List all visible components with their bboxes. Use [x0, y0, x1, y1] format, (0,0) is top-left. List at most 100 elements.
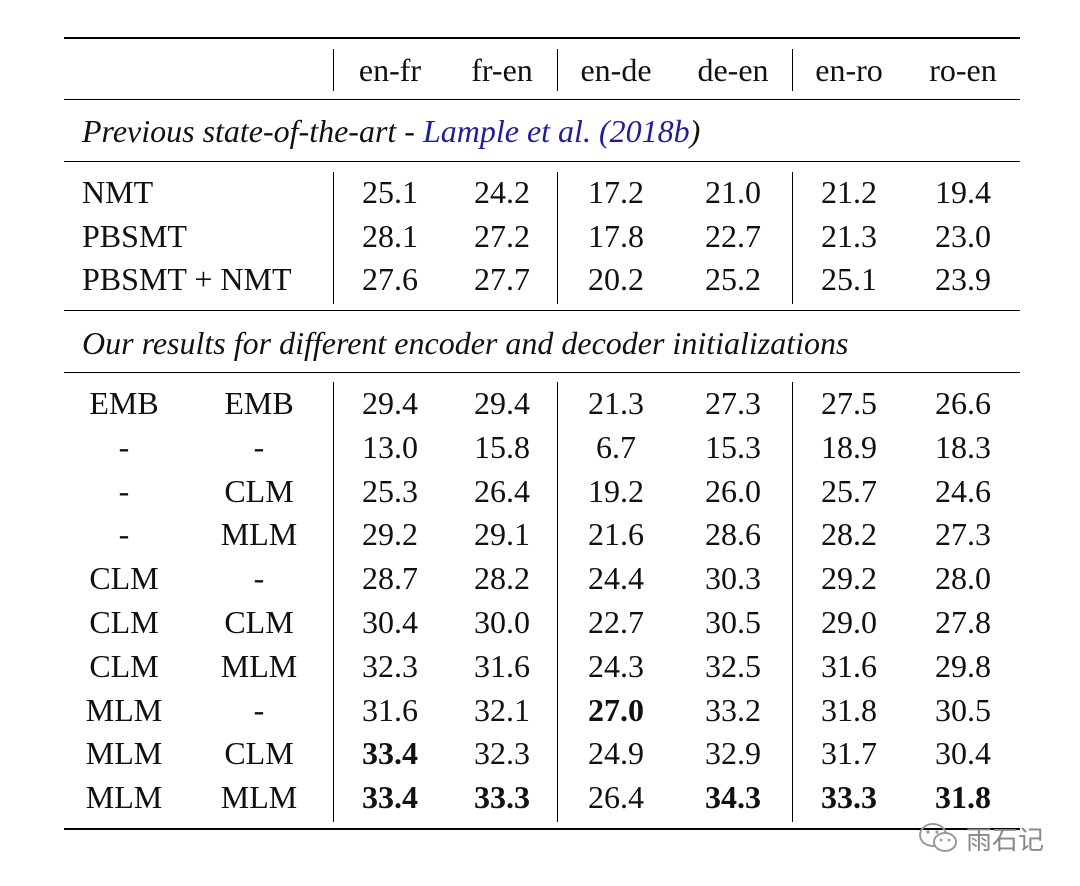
header-vline-1	[333, 49, 335, 91]
value-cell: 29.8	[935, 648, 991, 684]
value-cell: 29.0	[821, 604, 877, 640]
value-cell: 32.1	[474, 692, 530, 728]
decoder-label: CLM	[224, 604, 294, 640]
section1-vline-2	[557, 172, 559, 304]
value-cell: 24.2	[474, 174, 530, 210]
encoder-label: -	[118, 429, 130, 465]
value-cell: 17.2	[588, 174, 644, 210]
value-cell: 21.0	[705, 174, 761, 210]
value-cell: 23.0	[935, 218, 991, 254]
encoder-label: -	[118, 473, 130, 509]
header-vline-2	[557, 49, 559, 91]
value-cell: 30.4	[935, 735, 991, 771]
value-cell: 25.3	[362, 473, 418, 509]
value-cell: 24.4	[588, 560, 644, 596]
value-cell: 15.8	[474, 429, 530, 465]
value-cell: 28.2	[474, 560, 530, 596]
value-cell: 29.4	[362, 385, 418, 421]
value-cell: 28.7	[362, 560, 418, 596]
value-cell: 21.3	[588, 385, 644, 421]
value-cell-best: 33.4	[362, 779, 418, 815]
header-vline-3	[792, 49, 794, 91]
value-cell: 28.6	[705, 516, 761, 552]
column-header: fr-en	[471, 52, 533, 88]
value-cell: 32.9	[705, 735, 761, 771]
value-cell: 22.7	[588, 604, 644, 640]
value-cell: 29.4	[474, 385, 530, 421]
value-cell: 26.4	[588, 779, 644, 815]
section1-rule	[64, 161, 1020, 163]
value-cell-best: 33.4	[362, 735, 418, 771]
value-cell: 29.1	[474, 516, 530, 552]
row-label: NMT	[82, 174, 154, 210]
value-cell-best: 27.0	[588, 692, 644, 728]
value-cell: 31.6	[362, 692, 418, 728]
value-cell: 18.3	[935, 429, 991, 465]
decoder-label: EMB	[224, 385, 294, 421]
column-header: en-ro	[815, 52, 883, 88]
section2-title: Our results for different encoder and de…	[82, 325, 849, 361]
value-cell: 22.7	[705, 218, 761, 254]
section1-title-prefix: Previous state-of-the-art -	[82, 113, 423, 149]
row-label: PBSMT	[82, 218, 187, 254]
value-cell: 30.3	[705, 560, 761, 596]
decoder-label: -	[253, 560, 265, 596]
section2-vline-1	[333, 382, 335, 822]
section1-vline-1	[333, 172, 335, 304]
value-cell: 19.4	[935, 174, 991, 210]
value-cell: 25.2	[705, 261, 761, 297]
value-cell: 27.5	[821, 385, 877, 421]
value-cell: 32.3	[474, 735, 530, 771]
value-cell: 27.6	[362, 261, 418, 297]
value-cell: 31.7	[821, 735, 877, 771]
value-cell: 28.2	[821, 516, 877, 552]
value-cell: 27.7	[474, 261, 530, 297]
value-cell: 27.3	[935, 516, 991, 552]
decoder-label: CLM	[224, 735, 294, 771]
citation-close: )	[689, 113, 701, 149]
decoder-label: MLM	[220, 648, 298, 684]
section2-vline-2	[557, 382, 559, 822]
watermark: 雨石记	[918, 816, 1068, 860]
citation-year-space	[591, 113, 599, 149]
value-cell: 25.7	[821, 473, 877, 509]
value-cell-best: 34.3	[705, 779, 761, 815]
encoder-label: EMB	[89, 385, 159, 421]
value-cell: 26.6	[935, 385, 991, 421]
wechat-icon	[919, 823, 957, 852]
decoder-label: -	[253, 692, 265, 728]
value-cell-best: 33.3	[821, 779, 877, 815]
value-cell: 13.0	[362, 429, 418, 465]
encoder-label: CLM	[89, 560, 159, 596]
value-cell: 29.2	[821, 560, 877, 596]
value-cell: 21.3	[821, 218, 877, 254]
value-cell: 29.2	[362, 516, 418, 552]
decoder-label: CLM	[224, 473, 294, 509]
value-cell: 32.5	[705, 648, 761, 684]
column-header: de-en	[697, 52, 769, 88]
value-cell: 20.2	[588, 261, 644, 297]
value-cell: 30.5	[935, 692, 991, 728]
decoder-label: MLM	[220, 779, 298, 815]
value-cell: 25.1	[362, 174, 418, 210]
value-cell: 24.6	[935, 473, 991, 509]
value-cell: 28.1	[362, 218, 418, 254]
value-cell: 23.9	[935, 261, 991, 297]
watermark-text: 雨石记	[966, 825, 1045, 856]
value-cell: 6.7	[596, 429, 636, 465]
value-cell: 32.3	[362, 648, 418, 684]
encoder-label: -	[118, 516, 130, 552]
value-cell: 21.2	[821, 174, 877, 210]
value-cell: 18.9	[821, 429, 877, 465]
value-cell: 24.3	[588, 648, 644, 684]
value-cell: 24.9	[588, 735, 644, 771]
value-cell: 17.8	[588, 218, 644, 254]
value-cell: 27.3	[705, 385, 761, 421]
citation-authors: Lample et al.	[422, 113, 591, 149]
header-rule	[64, 99, 1020, 101]
section2-rule	[64, 372, 1020, 374]
value-cell: 31.8	[821, 692, 877, 728]
value-cell-best: 33.3	[474, 779, 530, 815]
value-cell: 28.0	[935, 560, 991, 596]
